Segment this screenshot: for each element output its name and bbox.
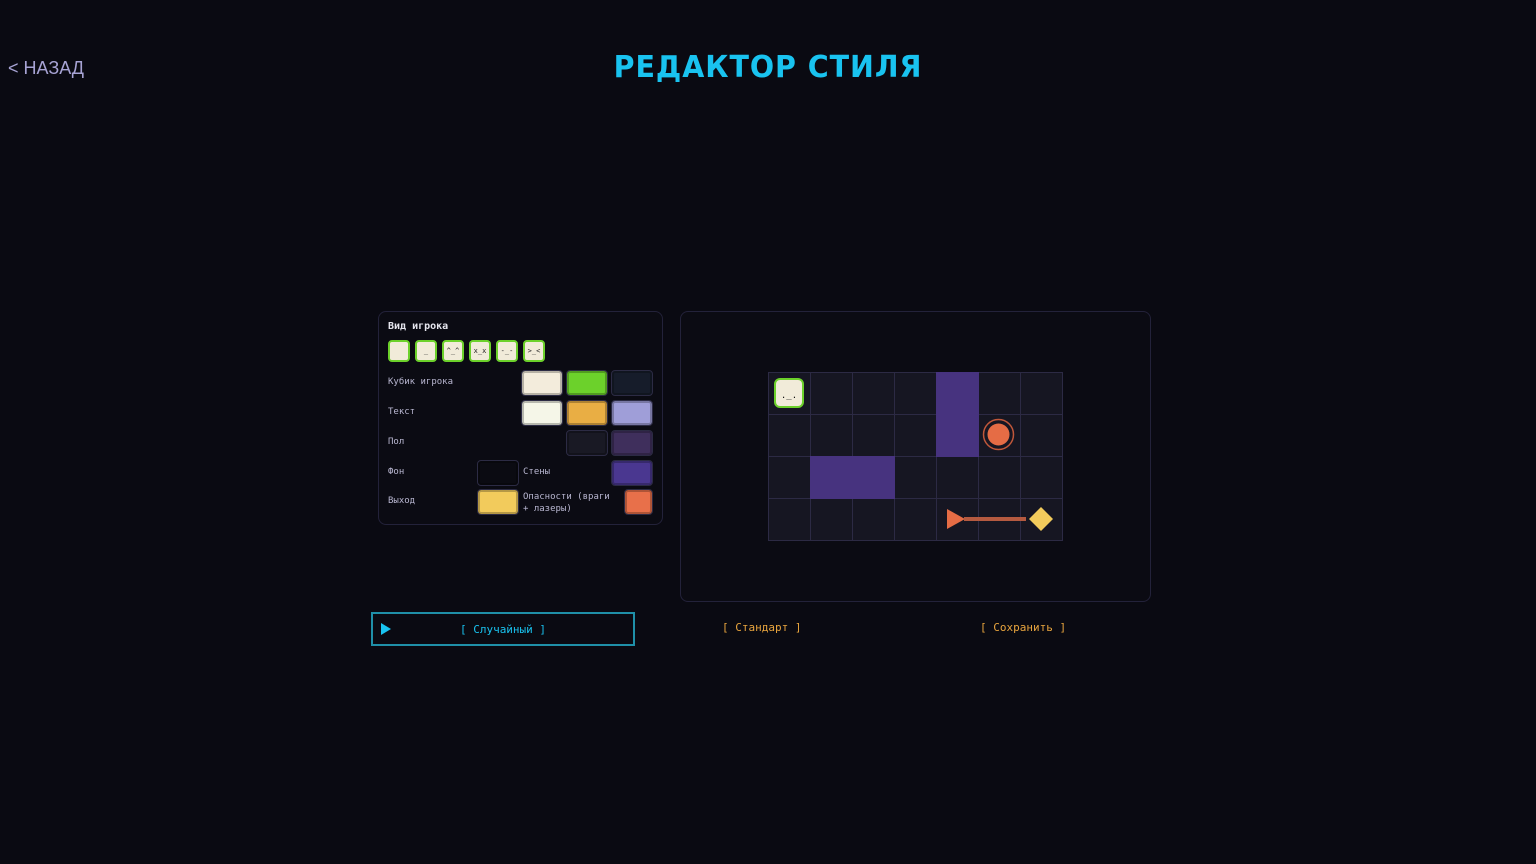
wall-cell [937,373,978,414]
floor-cell [895,415,936,456]
background-label: Фон [388,467,405,477]
face-option[interactable]: -_- [496,340,518,362]
text-secondary-swatch[interactable] [566,400,608,426]
page-title: РЕДАКТОР СТИЛЯ [613,50,923,85]
text-muted-swatch[interactable] [611,400,653,426]
laser-beam [964,517,1026,521]
exit-label: Выход [388,496,416,506]
background-swatch[interactable] [477,460,519,486]
face-option[interactable] [388,340,410,362]
floor-fill-swatch[interactable] [566,430,608,456]
floor-label: Пол [388,437,405,447]
floor-cell [1021,373,1062,414]
enemy-ring [982,418,1015,451]
exit-swatch[interactable] [477,489,519,515]
floor-cell [1021,457,1062,498]
hazards-label: Опасности (враги + лазеры) [523,492,610,514]
floor-cell [979,373,1020,414]
floor-cell [853,415,894,456]
face-option[interactable]: >_< [523,340,545,362]
walls-label: Стены [523,467,551,477]
floor-grid-swatch[interactable] [611,430,653,456]
laser-emitter [947,509,965,529]
player-cube-fill-swatch[interactable] [521,370,563,396]
player-cube-label: Кубик игрока [388,377,454,387]
player-cube [774,378,804,408]
floor-cell [769,415,810,456]
player-cube-border-swatch[interactable] [566,370,608,396]
player-cube-face-swatch[interactable] [611,370,653,396]
text-label: Текст [388,407,416,417]
random-button[interactable]: [ Случайный ] [371,612,635,646]
floor-cell [811,499,852,540]
face-option[interactable]: ^_^ [442,340,464,362]
floor-cell [853,499,894,540]
wall-cell [811,457,852,498]
wall-cell [853,457,894,498]
enemy [987,423,1010,446]
random-label: [ Случайный ] [459,622,547,636]
back-button[interactable]: < НАЗАД [8,58,84,78]
floor-cell [895,457,936,498]
hazards-swatch[interactable] [624,489,653,515]
floor-cell [811,373,852,414]
floor-cell [895,499,936,540]
standard-button[interactable]: [ Стандарт ] [722,621,802,634]
wall-cell [937,415,978,456]
text-primary-swatch[interactable] [521,400,563,426]
play-icon [381,623,391,635]
preview-overlay: ._. [774,378,1053,531]
walls-swatch[interactable] [611,460,653,486]
player-face: ._. [781,391,797,401]
face-options: _ ^_^ x_x -_- >_< [388,340,545,362]
preview-grid [768,372,1063,541]
floor-cell [937,457,978,498]
floor-cell [895,373,936,414]
exit-diamond [1029,507,1053,531]
save-button[interactable]: [ Сохранить ] [980,621,1067,634]
floor-cell [1021,415,1062,456]
floor-cell [811,415,852,456]
face-option[interactable]: _ [415,340,437,362]
floor-cell [853,373,894,414]
floor-cell [769,457,810,498]
floor-cell [979,457,1020,498]
floor-cell [769,499,810,540]
face-option[interactable]: x_x [469,340,491,362]
player-look-label: Вид игрока [388,321,449,332]
